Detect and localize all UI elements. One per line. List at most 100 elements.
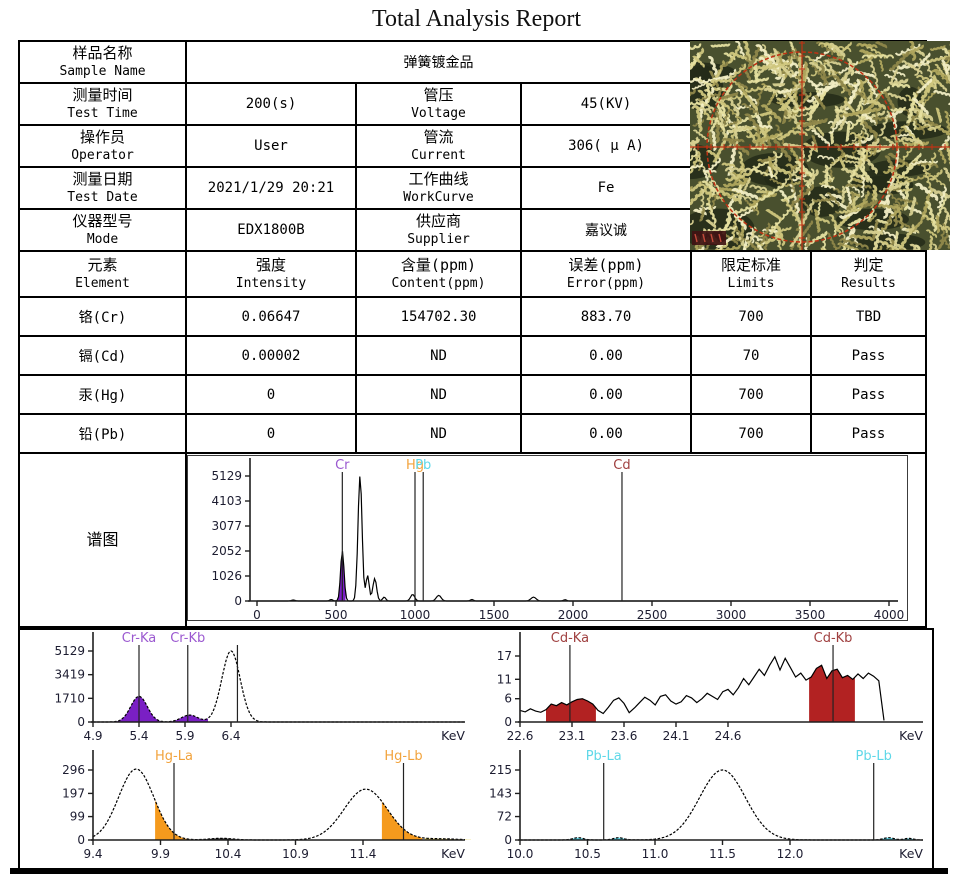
chart-pb-trace <box>520 769 923 841</box>
col-header-intensity-en: Intensity <box>235 275 307 291</box>
photo-spring <box>843 101 855 114</box>
info-value-sample_name: 弹簧镀金品 <box>187 42 692 84</box>
photo-spring <box>772 48 779 65</box>
photo-spring <box>716 86 723 101</box>
photo-spring <box>928 235 934 250</box>
photo-spring <box>935 215 941 234</box>
col-header-content-en: Content(ppm) <box>391 275 486 291</box>
photo-spring <box>752 152 783 169</box>
photo-spring <box>845 121 851 142</box>
col-header-intensity: 强度 Intensity <box>187 252 357 298</box>
photo-spring <box>899 172 931 185</box>
element-row-cr-results: TBD <box>812 298 925 337</box>
photo-spring <box>813 209 821 233</box>
photo-spring <box>708 181 715 196</box>
photo-spring <box>707 131 714 147</box>
col-header-results-zh: 判定 <box>853 256 884 275</box>
photo-spring <box>770 205 793 229</box>
photo-spring <box>925 54 950 63</box>
photo-spring <box>921 214 948 234</box>
photo-spring <box>863 83 879 104</box>
photo-spring <box>925 200 938 233</box>
photo-stamp <box>692 231 726 245</box>
y-tick-label: 3077 <box>211 519 242 533</box>
photo-spring <box>767 166 774 179</box>
x-tick-label: 3500 <box>795 608 826 619</box>
photo-spring <box>882 161 906 174</box>
photo-spring <box>860 120 877 138</box>
col-header-error-en: Error(ppm) <box>566 275 646 291</box>
element-row-cr-error: 883.70 <box>522 298 692 337</box>
photo-spring <box>878 59 884 72</box>
photo-spring <box>744 199 756 213</box>
element-row-cd-intensity: 0.00002 <box>187 337 357 376</box>
photo-spring <box>925 229 938 239</box>
photo-spring <box>724 113 731 127</box>
col-header-error-zh: 误差(ppm) <box>568 256 644 275</box>
photo-spring <box>812 197 836 203</box>
photo-spring <box>855 96 864 112</box>
photo-spring <box>735 112 758 125</box>
element-row-cd-error-text: 0.00 <box>589 347 623 364</box>
photo-spring <box>910 159 927 166</box>
info-value-workcurve: Fe <box>522 168 692 210</box>
chart-cd-canvas: 0 6 11 17 22.6 23.1 23.6 24.1 24.6 KeV Cd-Ka Cd-Kb <box>497 631 924 743</box>
photo-spring <box>760 59 793 71</box>
photo-spring <box>888 68 906 78</box>
y-tick-label: 0 <box>504 715 512 729</box>
photo-spring <box>769 178 783 187</box>
photo-spring <box>762 228 779 234</box>
element-row-cd-intensity-text: 0.00002 <box>241 347 301 364</box>
info-label-sample_name-zh: 样品名称 <box>72 44 133 63</box>
photo-spring <box>704 241 729 250</box>
photo-spring <box>943 225 950 234</box>
info-label-current-zh: 管流 <box>423 128 454 147</box>
photo-spring <box>864 78 878 99</box>
photo-spring <box>741 92 759 112</box>
y-tick-label: 1710 <box>54 691 85 705</box>
element-row-hg-results-text: Pass <box>851 386 886 403</box>
element-row-cd-results: Pass <box>812 337 925 376</box>
photo-spring <box>731 187 759 200</box>
element-row-cd-content-text: ND <box>430 347 447 364</box>
chart-hg-canvas: 0 99 197 296 9.4 9.9 10.4 10.9 11.4 KeV Hg-La Hg-Lb <box>62 749 471 861</box>
photo-spring <box>783 88 799 110</box>
photo-spring <box>722 179 748 188</box>
photo-spring <box>914 182 939 202</box>
info-label-operator: 操作员 Operator <box>20 126 187 168</box>
element-row-hg-error: 0.00 <box>522 376 692 415</box>
photo-spring <box>705 219 717 229</box>
photo-spring <box>734 41 745 60</box>
element-row-hg-element-text: 汞(Hg) <box>78 387 127 404</box>
col-header-element-en: Element <box>75 275 130 291</box>
photo-spring <box>789 229 803 247</box>
marker-label-Cd-Kb: Cd-Kb <box>814 631 853 646</box>
y-tick-label: 5129 <box>211 469 242 483</box>
info-label-test_date-zh: 测量日期 <box>72 170 133 189</box>
chart-cr-canvas: 0 1710 3419 5129 4.9 5.4 5.9 6.4 KeV Cr-Ka Cr-Kb <box>54 631 465 743</box>
element-row-cd-element-text: 镉(Cd) <box>78 348 127 365</box>
photo-spring <box>941 206 950 225</box>
photo-spring <box>745 232 765 245</box>
photo-spring <box>804 55 819 68</box>
x-tick-label: 22.6 <box>507 729 534 743</box>
element-row-pb-error-text: 0.00 <box>589 425 623 442</box>
element-row-cr-results-text: TBD <box>855 308 882 325</box>
info-label-mode: 仪器型号 Mode <box>20 210 187 252</box>
photo-spring <box>875 41 888 49</box>
photo-spring <box>891 172 914 182</box>
info-label-test_time: 测量时间 Test Time <box>20 84 187 126</box>
photo-spring <box>787 129 808 137</box>
x-tick-label: 11.0 <box>642 847 669 861</box>
photo-spring <box>933 68 950 93</box>
photo-spring <box>800 118 828 128</box>
report-table: 样品名称 Sample Name 弹簧镀金品 测量时间 Test Time 200(s) 管… <box>18 40 927 628</box>
photo-spring <box>943 167 950 183</box>
photo-spring <box>710 43 731 48</box>
element-row-cd-limits: 70 <box>692 337 812 376</box>
photo-spring <box>839 111 859 118</box>
photo-spring <box>877 203 900 210</box>
info-label-voltage: 管压 Voltage <box>357 84 522 126</box>
photo-spring <box>775 225 786 247</box>
info-value-test_date-text: 2021/1/29 20:21 <box>207 180 335 196</box>
